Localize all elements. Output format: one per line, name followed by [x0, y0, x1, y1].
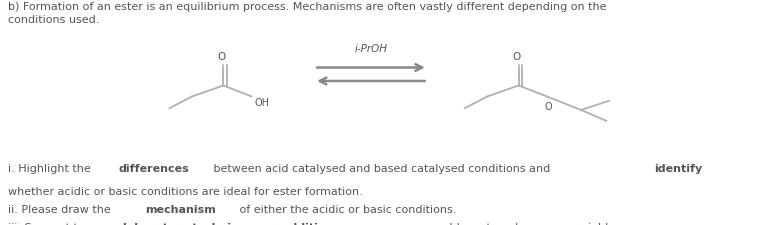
- Text: laboratory techniques or additives: laboratory techniques or additives: [123, 223, 339, 225]
- Text: iii. Suggest two: iii. Suggest two: [8, 223, 97, 225]
- Text: ii. Please draw the: ii. Please draw the: [8, 205, 114, 215]
- Text: mechanism: mechanism: [145, 205, 216, 215]
- Text: of either the acidic or basic conditions.: of either the acidic or basic conditions…: [236, 205, 456, 215]
- Text: OH: OH: [254, 98, 269, 108]
- Text: O: O: [512, 52, 521, 62]
- Text: you could use to enhance your yield.: you could use to enhance your yield.: [402, 223, 612, 225]
- Text: differences: differences: [119, 164, 189, 174]
- Text: identify: identify: [654, 164, 702, 174]
- Text: i. Highlight the: i. Highlight the: [8, 164, 94, 174]
- Text: whether acidic or basic conditions are ideal for ester formation.: whether acidic or basic conditions are i…: [8, 187, 363, 197]
- Text: O: O: [544, 102, 552, 112]
- Text: b) Formation of an ester is an equilibrium process. Mechanisms are often vastly : b) Formation of an ester is an equilibri…: [8, 2, 606, 25]
- Text: i-PrOH: i-PrOH: [354, 45, 388, 54]
- Text: between acid catalysed and based catalysed conditions and: between acid catalysed and based catalys…: [210, 164, 554, 174]
- Text: O: O: [217, 52, 226, 62]
